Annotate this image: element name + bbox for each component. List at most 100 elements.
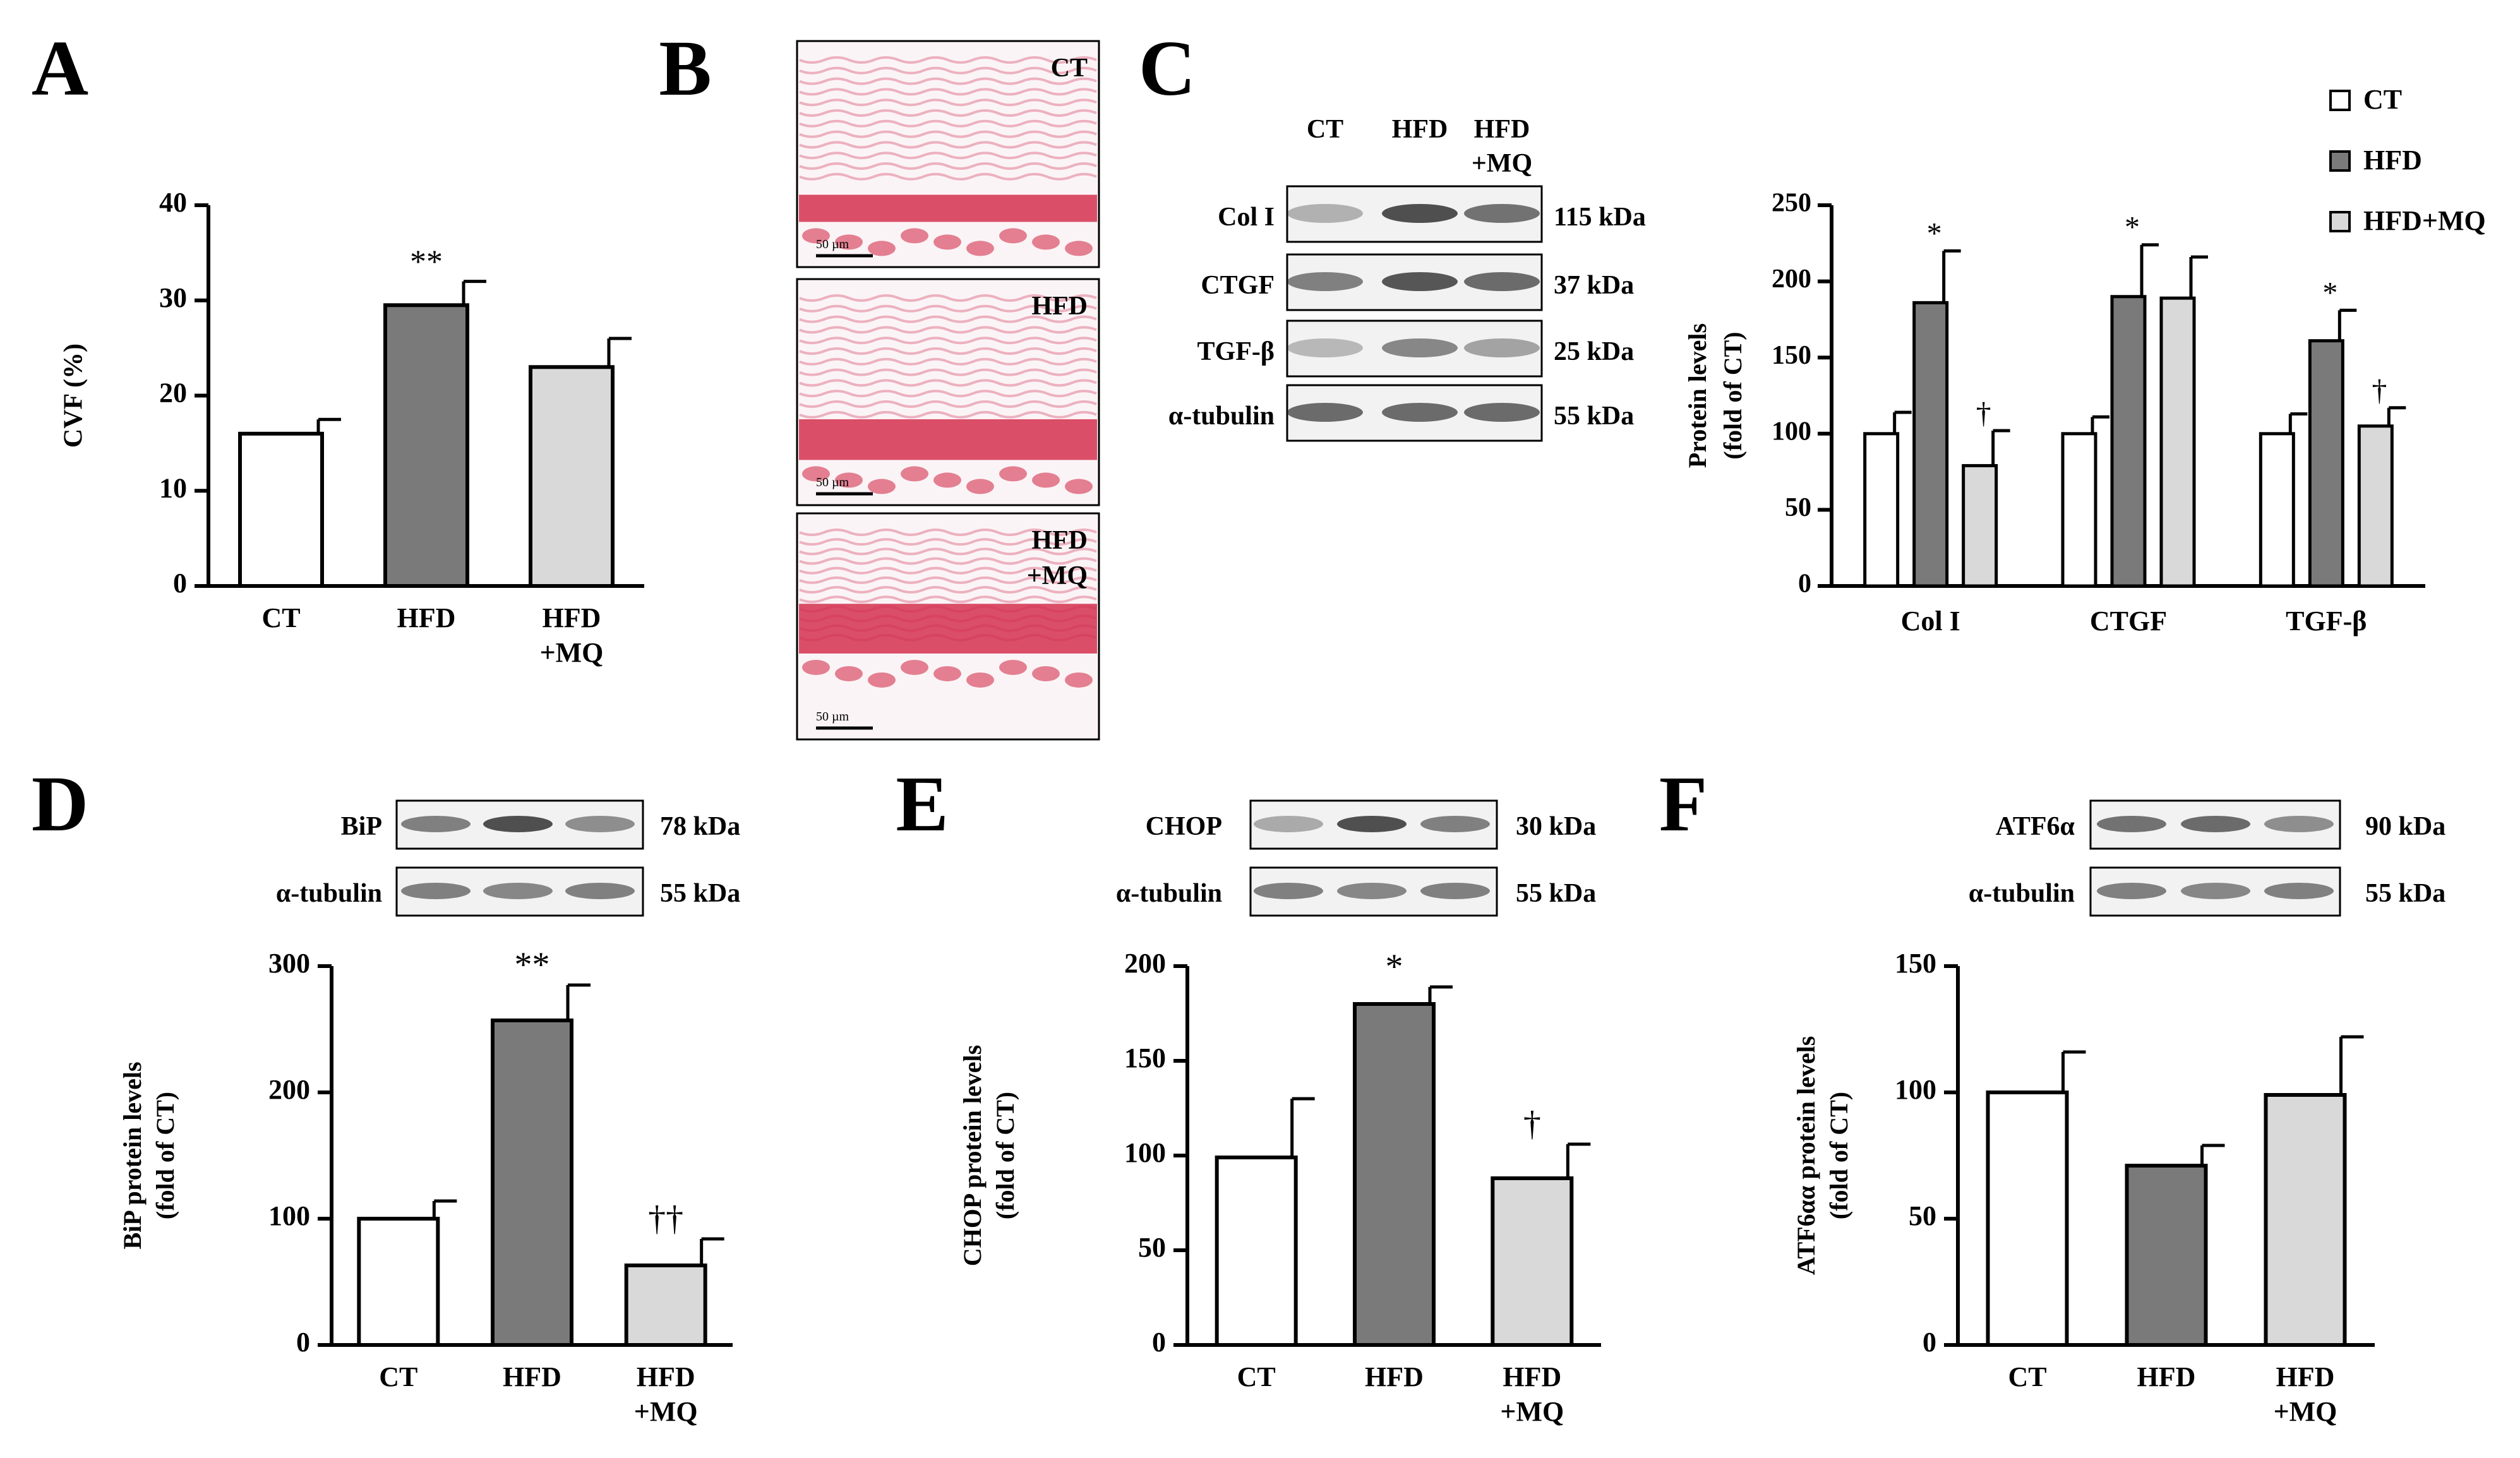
blot-band-mark — [1382, 338, 1458, 357]
elastic-lamella — [799, 130, 1097, 138]
bar — [529, 365, 615, 589]
category-label: HFD — [637, 1361, 695, 1392]
y-tick-label: 10 — [159, 472, 187, 503]
y-tick-label: 100 — [1772, 417, 1811, 446]
blot-band-mark — [2264, 883, 2334, 899]
elastic-lamella — [799, 77, 1097, 85]
panel-letter-d: D — [32, 761, 88, 848]
blot-band — [1337, 816, 1407, 832]
blot-band-mark — [1254, 816, 1323, 832]
blot-kda-label: 90 kDa — [2365, 812, 2445, 841]
significance-mark: † — [1976, 397, 1991, 430]
adventitia-fiber — [999, 466, 1027, 482]
blot-protein-label: TGF-β — [1197, 337, 1275, 366]
blot-band — [1382, 338, 1458, 357]
blot-band-mark — [2181, 883, 2250, 899]
y-tick-label: 0 — [1923, 1327, 1936, 1358]
elastic-lamella — [799, 162, 1097, 170]
adventitia-fiber — [901, 466, 928, 482]
histology-label: +MQ — [1027, 561, 1088, 590]
blot-protein-label: α-tubulin — [1116, 879, 1222, 908]
blot-band-mark — [1287, 403, 1363, 422]
blot-band-mark — [565, 816, 635, 832]
elastic-lamella — [799, 538, 1097, 546]
adventitia-fiber — [966, 241, 994, 256]
elastic-lamella — [799, 368, 1097, 376]
blot-band — [1287, 338, 1363, 357]
lane-label: CT — [1307, 115, 1343, 144]
blot-band — [2264, 816, 2334, 832]
lane-label: HFD — [1392, 115, 1448, 144]
elastic-lamella — [799, 529, 1097, 536]
histology-panel: HFD 50 µm — [796, 278, 1100, 506]
bar — [1962, 463, 1998, 588]
elastic-lamella — [799, 557, 1097, 565]
elastic-lamella — [799, 566, 1097, 575]
adventitia-fiber — [1065, 672, 1093, 688]
category-label: HFD — [503, 1361, 561, 1392]
y-axis-label: Protein levels — [1683, 323, 1712, 468]
elastic-lamella — [799, 66, 1097, 75]
chart-a: 0 10 20 30 40 CT ** HFD HFD +MQ CVF (%) — [59, 187, 644, 668]
blot-band — [1287, 403, 1363, 422]
blot-protein-label: CHOP — [1146, 812, 1222, 841]
adventitia-fiber — [868, 241, 896, 256]
legend-swatch — [2329, 150, 2351, 172]
bar — [2061, 432, 2097, 588]
significance-mark: † — [1523, 1104, 1541, 1144]
legend-swatch — [2329, 211, 2351, 232]
blot-band — [401, 816, 471, 832]
adventitia-fiber — [1032, 666, 1060, 681]
collagen-band — [799, 419, 1097, 460]
elastic-lamella — [799, 88, 1097, 96]
blot-band — [2181, 883, 2250, 899]
elastic-lamella — [799, 172, 1097, 181]
bar — [1912, 301, 1949, 588]
bar — [2125, 1164, 2208, 1347]
elastic-lamella — [799, 294, 1097, 302]
y-tick-label: 150 — [1124, 1043, 1166, 1073]
elastic-lamella — [799, 109, 1097, 117]
bar — [1863, 432, 1900, 588]
bar — [1491, 1176, 1574, 1347]
adventitia-fiber — [868, 672, 896, 688]
category-label: +MQ — [634, 1396, 698, 1427]
bar — [2259, 432, 2295, 588]
bar — [2159, 296, 2196, 588]
collagen-band — [799, 194, 1097, 222]
bar — [624, 1264, 707, 1347]
blot-band-mark — [2097, 816, 2166, 832]
histology-panel: HFD +MQ 50 µm — [796, 512, 1100, 741]
y-axis-label: CHOP protein levels — [958, 1045, 987, 1266]
blot-band — [1287, 272, 1363, 291]
blot-band — [1382, 272, 1458, 291]
y-tick-label: 50 — [1785, 493, 1811, 522]
bar — [238, 431, 324, 588]
y-tick-label: 100 — [268, 1200, 310, 1231]
legend-label: CT — [2363, 84, 2402, 115]
bar — [2357, 424, 2394, 588]
y-axis-label: (fold of CT) — [151, 1092, 179, 1219]
significance-mark: * — [1386, 947, 1403, 986]
blot-band-mark — [1287, 204, 1363, 223]
blot-band — [401, 883, 471, 899]
bar — [2308, 339, 2344, 588]
scale-bar-label: 50 µm — [816, 710, 849, 724]
significance-mark: * — [1927, 217, 1942, 250]
lane-label: HFD — [1474, 115, 1530, 144]
blot-kda-label: 30 kDa — [1516, 812, 1596, 841]
elastic-lamella — [799, 304, 1097, 313]
category-label: CT — [1237, 1361, 1276, 1392]
panel-letter-f: F — [1659, 761, 1707, 848]
adventitia-fiber — [933, 666, 961, 681]
blot-kda-label: 55 kDa — [1554, 402, 1634, 431]
blot-band — [483, 883, 553, 899]
elastic-lamella — [799, 315, 1097, 323]
elastic-lamella — [799, 595, 1097, 604]
blot-band-mark — [1464, 338, 1540, 357]
blot-band-mark — [565, 883, 635, 899]
significance-mark: ** — [410, 244, 443, 280]
blot-band — [1337, 883, 1407, 899]
blot-band-mark — [1337, 816, 1407, 832]
